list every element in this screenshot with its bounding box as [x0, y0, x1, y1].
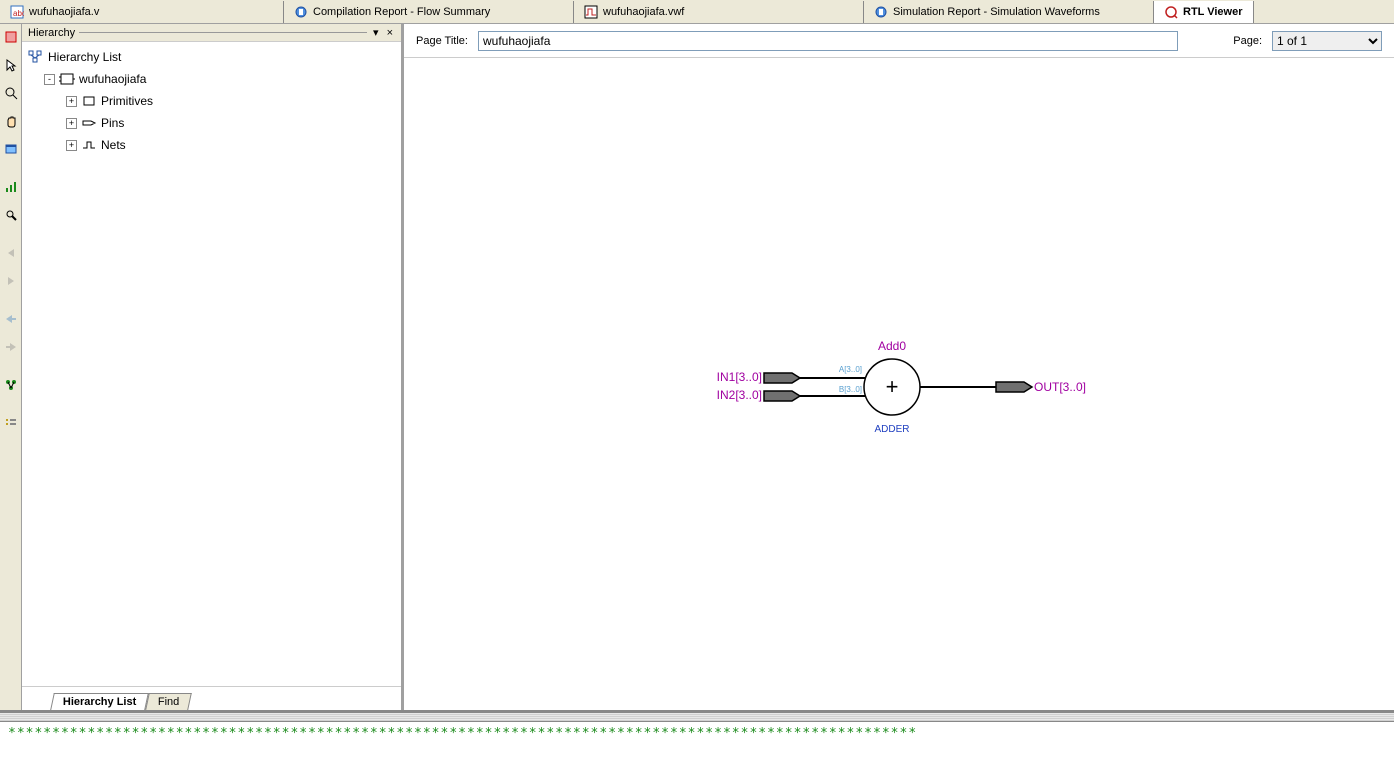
sidebar-close-icon[interactable]: × — [385, 27, 395, 39]
svg-text:abc: abc — [13, 9, 24, 18]
file-icon: abc — [10, 5, 24, 19]
tool-window-icon[interactable] — [2, 140, 20, 158]
svg-text:IN1[3..0]: IN1[3..0] — [717, 370, 762, 384]
sidebar-dropdown-icon[interactable]: ▾ — [371, 26, 381, 39]
rtl-icon — [1164, 5, 1178, 19]
tab-label: RTL Viewer — [1183, 6, 1243, 18]
primitive-icon — [81, 94, 97, 108]
tree-item-pins[interactable]: + Pins — [26, 112, 397, 134]
tool-list-icon[interactable] — [2, 414, 20, 432]
sidebar-bottom-tabs: Hierarchy List Find — [22, 686, 401, 710]
report-icon — [874, 5, 888, 19]
tool-fwd-icon[interactable] — [2, 272, 20, 290]
top-tabs-bar: abc wufuhaojiafa.v Compilation Report - … — [0, 0, 1394, 24]
svg-text:B[3..0]: B[3..0] — [839, 385, 862, 394]
hierarchy-sidebar: Hierarchy ▾ × Hierarchy List - wufuhaoji… — [22, 24, 404, 710]
tree-item-label: Pins — [101, 116, 124, 130]
svg-text:OUT[3..0]: OUT[3..0] — [1034, 380, 1086, 394]
svg-text:A[3..0]: A[3..0] — [839, 365, 862, 374]
tool-tree-icon[interactable] — [2, 376, 20, 394]
tab-file-v[interactable]: abc wufuhaojiafa.v — [0, 1, 284, 23]
waveform-icon — [584, 5, 598, 19]
tool-hand-icon[interactable] — [2, 112, 20, 130]
report-icon — [294, 5, 308, 19]
svg-text:Add0: Add0 — [878, 339, 906, 353]
expander-icon[interactable]: + — [66, 118, 77, 129]
svg-text:+: + — [886, 374, 899, 399]
sidebar-header: Hierarchy ▾ × — [22, 24, 401, 42]
expander-icon[interactable]: + — [66, 140, 77, 151]
module-icon — [59, 72, 75, 86]
svg-text:IN2[3..0]: IN2[3..0] — [717, 388, 762, 402]
splitter-bar[interactable] — [0, 712, 1394, 722]
page-title-label: Page Title: — [416, 35, 468, 47]
bottom-tab-find[interactable]: Find — [146, 693, 193, 710]
schematic-diagram: IN1[3..0] IN2[3..0] A[3..0] B[3..0] + Add0 ADD… — [700, 338, 1120, 478]
tree-item-module[interactable]: - wufuhaojiafa — [26, 68, 397, 90]
hierarchy-tree: Hierarchy List - wufuhaojiafa + Primitiv… — [22, 42, 401, 686]
console-output: ****************************************… — [0, 722, 1394, 745]
pin-icon — [81, 116, 97, 130]
expander-icon[interactable]: - — [44, 74, 55, 85]
tool-redo-icon[interactable] — [2, 338, 20, 356]
bottom-tab-hierarchy[interactable]: Hierarchy List — [50, 693, 149, 710]
tool-zoom-icon[interactable] — [2, 84, 20, 102]
tree-item-primitives[interactable]: + Primitives — [26, 90, 397, 112]
tab-rtl-viewer[interactable]: RTL Viewer — [1154, 1, 1254, 23]
expander-icon[interactable]: + — [66, 96, 77, 107]
page-select[interactable]: 1 of 1 — [1272, 31, 1382, 51]
header-line — [79, 32, 367, 33]
svg-text:ADDER: ADDER — [874, 424, 909, 435]
tab-label: wufuhaojiafa.vwf — [603, 6, 684, 18]
tree-item-label: Primitives — [101, 94, 153, 108]
canvas-area: Page Title: Page: 1 of 1 IN1[3..0] IN2[3.… — [404, 24, 1394, 710]
sidebar-title: Hierarchy — [28, 27, 75, 39]
tree-item-label: wufuhaojiafa — [79, 72, 146, 86]
tab-label: wufuhaojiafa.v — [29, 6, 99, 18]
tool-find-icon[interactable] — [2, 206, 20, 224]
tool-pointer-icon[interactable] — [2, 56, 20, 74]
tool-chart-icon[interactable] — [2, 178, 20, 196]
hierarchy-icon — [28, 50, 44, 64]
tree-root[interactable]: Hierarchy List — [26, 46, 397, 68]
tab-simulation-report[interactable]: Simulation Report - Simulation Waveforms — [864, 1, 1154, 23]
left-toolbar — [0, 24, 22, 710]
tab-label: Compilation Report - Flow Summary — [313, 6, 490, 18]
tree-item-label: Nets — [101, 138, 126, 152]
page-title-input[interactable] — [478, 31, 1178, 51]
main-row: Hierarchy ▾ × Hierarchy List - wufuhaoji… — [0, 24, 1394, 712]
canvas-toolbar: Page Title: Page: 1 of 1 — [404, 24, 1394, 58]
page-label: Page: — [1233, 35, 1262, 47]
tool-undo-icon[interactable] — [2, 310, 20, 328]
tab-compilation-report[interactable]: Compilation Report - Flow Summary — [284, 1, 574, 23]
tool-select-icon[interactable] — [2, 28, 20, 46]
tool-back-icon[interactable] — [2, 244, 20, 262]
tree-item-nets[interactable]: + Nets — [26, 134, 397, 156]
tree-root-label: Hierarchy List — [48, 50, 121, 64]
schematic-canvas[interactable]: IN1[3..0] IN2[3..0] A[3..0] B[3..0] + Add0 ADD… — [404, 58, 1394, 710]
net-icon — [81, 138, 97, 152]
tab-vwf[interactable]: wufuhaojiafa.vwf — [574, 1, 864, 23]
tab-label: Simulation Report - Simulation Waveforms — [893, 6, 1100, 18]
